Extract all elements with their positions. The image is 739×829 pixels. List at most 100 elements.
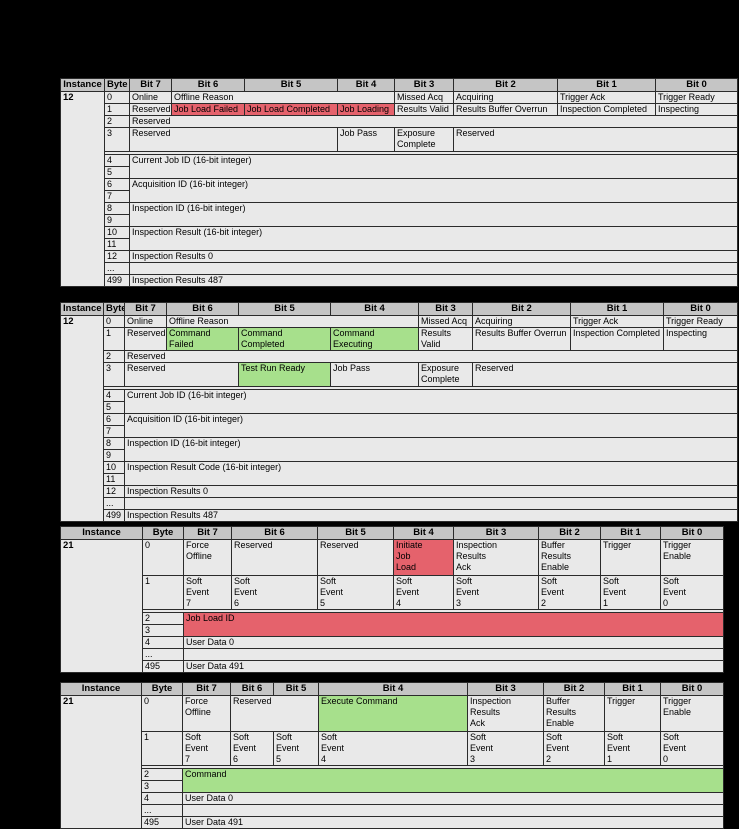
bit-cell: Soft Event 2: [538, 575, 601, 610]
bit-cell: Offline Reason: [171, 91, 395, 104]
bit-cell: Soft Event 7: [182, 731, 231, 766]
data-span-cell: User Data 0: [183, 636, 724, 649]
byte-number-cell: 2: [103, 350, 125, 363]
bit-cell: Buffer Results Enable: [543, 695, 605, 732]
bit-cell: Force Offline: [183, 539, 232, 576]
header-cell: Bit 6: [231, 526, 318, 540]
byte-number-cell: 3: [141, 780, 183, 793]
header-cell: Bit 3: [418, 302, 473, 316]
byte-number-cell: 1: [104, 103, 130, 116]
header-cell: Bit 6: [230, 682, 274, 696]
byte-number-cell: 6: [103, 413, 125, 426]
bit-cell: Results Valid: [394, 103, 454, 116]
bit-cell: Initiate Job Load: [393, 539, 454, 576]
header-cell: Bit 7: [183, 526, 232, 540]
byte-number-cell: 8: [103, 437, 125, 450]
data-span-cell: Inspection ID (16-bit integer): [129, 202, 738, 227]
bit-cell: Offline Reason: [166, 315, 419, 328]
byte-number-cell: 0: [141, 695, 183, 732]
instance12-status-table-job: Instance Byte Bit 7 Bit 6 Bit 5 Bit 4 Bit 3 Bit…: [60, 78, 738, 287]
header-cell: Bit 5: [273, 682, 319, 696]
bit-cell: Trigger Ready: [655, 91, 738, 104]
header-cell: Bit 4: [330, 302, 419, 316]
bit-cell: Soft Event 7: [183, 575, 232, 610]
data-span-cell: Inspection Results 487: [129, 274, 738, 287]
data-span-cell: Inspection Result (16-bit integer): [129, 226, 738, 251]
data-span-cell: Reserved: [124, 350, 738, 363]
data-span-cell: Command: [182, 768, 724, 793]
bit-cell: Soft Event 6: [231, 575, 318, 610]
bit-cell: Results Buffer Overrun: [472, 327, 571, 351]
bit-cell: Soft Event 0: [660, 575, 724, 610]
bit-cell: Command Failed: [166, 327, 239, 351]
header-cell: Bit 5: [238, 302, 331, 316]
byte-number-cell: 1: [103, 327, 125, 351]
header-cell: Bit 4: [318, 682, 468, 696]
data-span-cell: User Data 0: [182, 792, 724, 805]
bit-cell: Reserved: [472, 362, 738, 387]
bit-cell: Trigger Enable: [660, 539, 724, 576]
header-cell: Instance: [60, 302, 104, 316]
bit-cell: Job Pass: [330, 362, 419, 387]
data-span-cell: Job Load ID: [183, 612, 724, 637]
bit-cell: Trigger Ack: [557, 91, 656, 104]
header-cell: Bit 7: [124, 302, 167, 316]
bit-cell: Job Load Completed: [244, 103, 338, 116]
header-cell: Bit 7: [129, 78, 172, 92]
byte-number-cell: 4: [104, 154, 130, 167]
bit-cell: Acquiring: [472, 315, 571, 328]
bit-cell: Inspecting: [655, 103, 738, 116]
bit-cell: Soft Event 1: [600, 575, 661, 610]
ellipsis-cell: ...: [141, 804, 183, 817]
header-cell: Bit 6: [166, 302, 239, 316]
bit-cell: Job Load Failed: [171, 103, 245, 116]
bit-cell: Trigger Enable: [660, 695, 724, 732]
byte-number-cell: 12: [104, 250, 130, 263]
header-cell: Bit 1: [557, 78, 656, 92]
ellipsis-cell: ...: [104, 262, 130, 275]
bit-cell: Missed Acq: [394, 91, 454, 104]
header-cell: Bit 0: [660, 682, 724, 696]
header-cell: Bit 5: [244, 78, 338, 92]
instance21-control-table-command: Instance Byte Bit 7 Bit 6 Bit 5 Bit 4 Bit 3 Bit…: [60, 682, 724, 829]
byte-number-cell: 10: [103, 461, 125, 474]
data-span-cell: Inspection ID (16-bit integer): [124, 437, 738, 462]
byte-number-cell: 12: [103, 485, 125, 498]
byte-number-cell: 3: [103, 362, 125, 387]
assembly-table-host-3: Instance Byte Bit 7 Bit 6 Bit 5 Bit 4 Bit 3 Bit…: [60, 526, 724, 673]
bit-cell: Soft Event 0: [660, 731, 724, 766]
data-span-cell: Current Job ID (16-bit integer): [129, 154, 738, 179]
byte-number-cell: 0: [142, 539, 184, 576]
bit-cell: Inspection Completed: [570, 327, 664, 351]
byte-number-cell: 11: [103, 473, 125, 486]
byte-number-cell: 4: [141, 792, 183, 805]
ellipsis-cell: ...: [103, 497, 125, 510]
byte-number-cell: 499: [104, 274, 130, 287]
byte-number-cell: 1: [142, 575, 184, 610]
bit-cell: Reserved: [124, 327, 167, 351]
bit-cell: Soft Event 2: [543, 731, 605, 766]
ellipsis-cell: ...: [142, 648, 184, 661]
header-cell: Bit 0: [655, 78, 738, 92]
instance-value-cell: 21: [60, 539, 143, 673]
header-cell: Instance: [60, 682, 142, 696]
header-cell: Bit 1: [600, 526, 661, 540]
bit-cell: Trigger Ready: [663, 315, 738, 328]
bit-cell: Soft Event 3: [467, 731, 544, 766]
bit-cell: Results Buffer Overrun: [453, 103, 558, 116]
byte-number-cell: 5: [103, 401, 125, 414]
data-span-cell: User Data 491: [183, 660, 724, 673]
bit-cell: Online: [129, 91, 172, 104]
bit-cell: Job Pass: [337, 127, 395, 152]
byte-number-cell: 1: [141, 731, 183, 766]
bit-cell: Soft Event 6: [230, 731, 274, 766]
header-cell: Bit 1: [604, 682, 661, 696]
data-span-cell: Inspection Result Code (16-bit integer): [124, 461, 738, 486]
byte-number-cell: 4: [103, 389, 125, 402]
byte-number-cell: 11: [104, 238, 130, 251]
bit-cell: Inspection Results Ack: [453, 539, 539, 576]
instance21-control-table-job: Instance Byte Bit 7 Bit 6 Bit 5 Bit 4 Bit 3 Bit…: [60, 526, 724, 673]
byte-number-cell: 7: [103, 425, 125, 438]
header-cell: Bit 4: [393, 526, 454, 540]
